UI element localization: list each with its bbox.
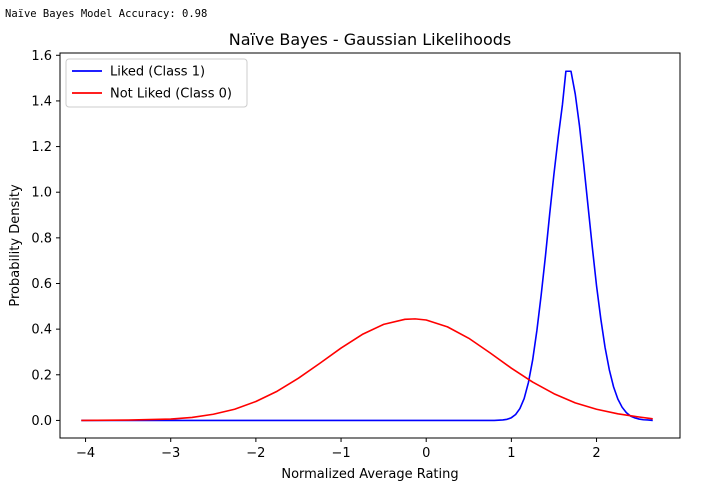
y-tick-label: 0.2: [31, 368, 52, 383]
x-tick-label: −3: [161, 446, 180, 461]
x-tick-label: −4: [76, 446, 95, 461]
chart-title: Naïve Bayes - Gaussian Likelihoods: [229, 30, 511, 49]
x-tick-label: 2: [592, 446, 600, 461]
x-tick-label: 0: [422, 446, 430, 461]
ticks-layer: −4 −3 −2 −1 0 1 2 0.0 0.2 0.4 0.6 0.8 1.0 1.2 1.4 1.6: [31, 49, 600, 461]
x-axis-label: Normalized Average Rating: [281, 467, 458, 482]
x-tick-label: −2: [246, 446, 265, 461]
x-tick-label: 1: [507, 446, 515, 461]
series-line-1: [81, 70, 653, 422]
y-tick-label: 0.6: [31, 277, 52, 292]
y-tick-label: 1.0: [31, 186, 52, 201]
y-tick-label: 0.4: [31, 323, 52, 338]
legend-box: [65, 58, 248, 108]
legend-entry-label: Not Liked (Class 0): [110, 87, 232, 102]
plot-frame: [59, 52, 681, 439]
y-tick-label: 1.4: [31, 94, 52, 109]
y-tick-label: 1.6: [31, 49, 52, 64]
y-axis-label: Probability Density: [8, 184, 23, 307]
x-tick-label: −1: [331, 446, 350, 461]
console-output: Naïve Bayes Model Accuracy: 0.98: [5, 8, 208, 20]
series-layer: [81, 70, 653, 422]
legend: Liked (Class 1) Not Liked (Class 0): [65, 58, 248, 108]
y-tick-label: 0.8: [31, 231, 52, 246]
y-tick-label: 1.2: [31, 140, 52, 155]
legend-entry-label: Liked (Class 1): [110, 65, 205, 80]
series-line-2: [81, 318, 653, 422]
y-tick-label: 0.0: [31, 414, 52, 429]
